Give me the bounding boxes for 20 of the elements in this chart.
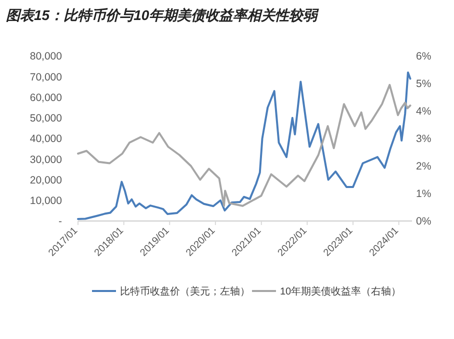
y2-tick-label: 5% (416, 78, 432, 90)
y-tick-label: 60,000 (30, 92, 62, 104)
y-tick-label: 10,000 (30, 195, 62, 208)
y2-tick-label: 4% (416, 106, 432, 118)
y-tick-label: 80,000 (30, 50, 62, 63)
y-tick-label: 40,000 (30, 133, 62, 146)
y-tick-label: 20,000 (30, 174, 62, 186)
legend-label: 比特币收盘价（美元；左轴） (120, 286, 250, 298)
chart-title: 图表15：比特币价与10年期美债收益率相关性较弱 (6, 7, 320, 23)
y2-tick-label: 0% (416, 216, 432, 228)
legend-label: 10年期美债收益率（右轴） (280, 286, 402, 298)
y-tick-label: 50,000 (30, 112, 62, 125)
y-tick-label: 30,000 (30, 154, 62, 166)
y2-tick-label: 6% (416, 50, 432, 63)
y2-tick-label: 3% (416, 133, 432, 146)
y2-tick-label: 2% (416, 160, 432, 173)
y-tick-label: 70,000 (30, 71, 62, 84)
line-series (77, 84, 412, 207)
y2-tick-label: 1% (416, 188, 432, 200)
y-tick-label: - (58, 216, 62, 228)
